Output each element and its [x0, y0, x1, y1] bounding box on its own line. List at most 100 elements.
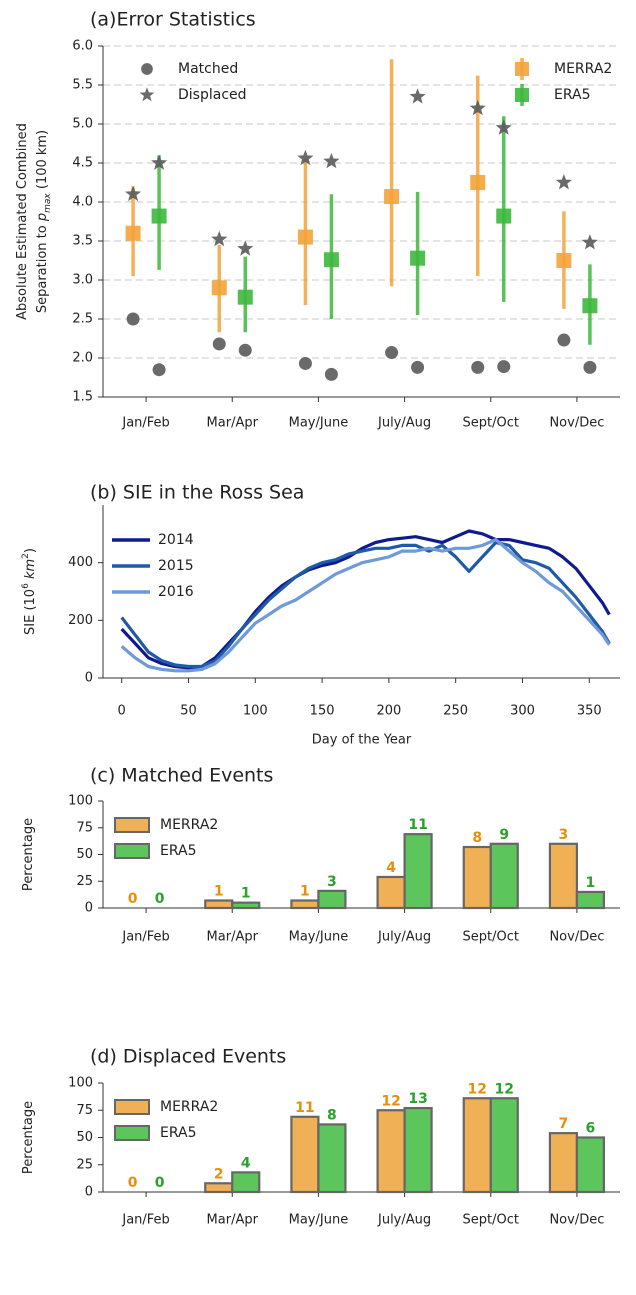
star-marker	[125, 185, 142, 202]
y-tick-label: 5.5	[72, 78, 93, 93]
y-tick-label: 6.0	[72, 39, 93, 54]
circle-marker	[298, 356, 312, 370]
x-tick-label: Jan/Feb	[121, 1213, 169, 1228]
x-tick-label: Sept/Oct	[463, 930, 519, 945]
circle-marker	[324, 367, 338, 381]
bar	[403, 833, 433, 910]
y-tick-label: 100	[68, 794, 93, 809]
mean-square	[384, 189, 400, 205]
count-label: 12	[381, 1093, 400, 1109]
count-label: 9	[499, 827, 509, 843]
count-label: 0	[128, 891, 138, 907]
count-label: 3	[559, 827, 569, 843]
x-tick-label: July/Aug	[377, 930, 431, 945]
mean-square	[410, 250, 426, 266]
count-label: 11	[408, 817, 427, 833]
legend-label: MERRA2	[554, 61, 612, 77]
chart-title: (b) SIE in the Ross Sea	[90, 482, 304, 504]
count-label: 1	[214, 884, 224, 900]
circle-marker	[212, 337, 226, 351]
count-label: 0	[155, 891, 165, 907]
count-label: 1	[241, 886, 251, 902]
bar	[489, 1097, 519, 1194]
legend-label: 2015	[158, 558, 194, 574]
mean-square	[297, 229, 313, 245]
bar	[575, 1136, 606, 1194]
y-tick-label: 25	[76, 1157, 93, 1172]
y-axis-label-part: 2	[21, 553, 31, 559]
legend-marker	[139, 87, 155, 102]
bar	[575, 890, 606, 910]
star-marker	[151, 154, 168, 170]
y-tick-label: 25	[76, 874, 93, 889]
mean-square	[125, 225, 141, 241]
star-marker	[555, 174, 572, 190]
count-label: 0	[128, 1175, 138, 1191]
star-marker	[297, 149, 314, 166]
bar	[462, 845, 492, 910]
bar	[204, 899, 234, 910]
y-tick-label: 5.0	[72, 117, 93, 132]
mean-square	[211, 280, 227, 296]
y-axis-label-part: Percentage	[21, 818, 36, 891]
x-tick-label: Mar/Apr	[207, 930, 259, 945]
legend-label: MERRA2	[160, 1099, 218, 1115]
count-label: 3	[327, 874, 337, 890]
count-label: 4	[241, 1155, 251, 1171]
y-tick-label: 0	[85, 671, 93, 686]
count-label: 11	[295, 1100, 314, 1116]
mean-square	[151, 208, 167, 224]
bar	[489, 842, 519, 910]
x-tick-label: 200	[376, 704, 401, 719]
y-axis-label-part: 6	[21, 583, 31, 589]
bar	[231, 1171, 261, 1194]
y-axis-label-part: SIE (10	[23, 589, 38, 635]
series-line	[120, 538, 611, 673]
y-axis-label: Absolute Estimated Combined	[15, 123, 30, 320]
legend-label: ERA5	[160, 843, 197, 859]
star-marker	[323, 152, 340, 169]
y-axis-label-part: km	[23, 559, 38, 579]
x-tick-label: Nov/Dec	[549, 1213, 604, 1228]
count-label: 12	[495, 1081, 514, 1097]
bar	[376, 875, 406, 910]
y-tick-label: 4.5	[72, 156, 93, 171]
x-tick-label: May/June	[289, 1213, 349, 1228]
legend-square	[515, 62, 529, 76]
count-label: 0	[155, 1175, 165, 1191]
star-marker	[469, 99, 486, 116]
star-marker	[495, 119, 512, 135]
count-label: 2	[214, 1166, 224, 1182]
count-label: 4	[386, 860, 396, 876]
circle-marker	[471, 360, 485, 374]
y-tick-label: 3.5	[72, 234, 93, 249]
bar	[317, 889, 347, 910]
x-tick-label: Sept/Oct	[463, 416, 519, 431]
circle-marker	[557, 333, 571, 347]
x-tick-label: Mar/Apr	[207, 416, 259, 431]
star-marker	[237, 240, 254, 256]
x-tick-label: 100	[243, 704, 268, 719]
count-label: 7	[559, 1116, 569, 1132]
chart-title: (a)Error Statistics	[90, 9, 256, 31]
x-tick-label: May/June	[289, 930, 349, 945]
y-axis-label-part: (100 km)	[35, 130, 50, 193]
y-axis-label-part: )	[23, 548, 38, 553]
bar	[403, 1106, 433, 1194]
bar	[290, 1115, 320, 1194]
y-tick-label: 75	[76, 820, 93, 835]
y-axis-label: Percentage	[21, 1101, 36, 1174]
legend-swatch	[114, 1125, 150, 1141]
legend-label: 2016	[158, 584, 194, 600]
count-label: 1	[586, 875, 596, 891]
y-tick-label: 0	[85, 1185, 93, 1200]
y-tick-label: 200	[68, 613, 93, 628]
y-tick-label: 0	[85, 901, 93, 916]
y-tick-label: 3.0	[72, 273, 93, 288]
star-marker	[581, 234, 598, 250]
y-axis-label-part: max	[43, 193, 53, 213]
bar	[204, 1182, 234, 1194]
mean-square	[323, 252, 339, 268]
x-tick-label: 150	[310, 704, 335, 719]
x-tick-label: Nov/Dec	[549, 930, 604, 945]
